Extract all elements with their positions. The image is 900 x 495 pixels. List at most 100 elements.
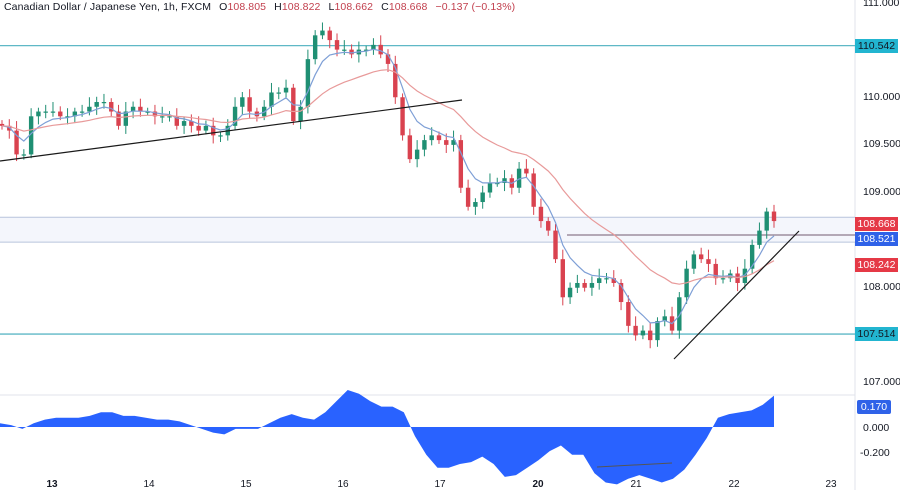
candle-down [109,102,114,112]
candle-up [87,106,92,112]
candle-up [567,287,573,298]
candle-up [589,282,595,288]
candle-down [385,54,391,64]
candle-down [444,140,449,145]
candle-up [764,211,769,231]
divergence-line [596,462,673,468]
oscillator-area [0,390,774,485]
change-value: −0.137 (−0.13%) [435,1,516,13]
candle-up [21,154,27,156]
candle-up [414,149,420,160]
trendline-support-2 [673,230,800,360]
price-axis-label: 110.000 [863,91,900,103]
fast-ma-tag: 108.521 [855,232,898,246]
candle-up [50,111,56,113]
open-value: 108.805 [227,1,267,13]
candle-up [342,49,347,51]
time-axis-label: 20 [532,479,544,490]
candle-down [524,168,529,174]
candle-down [626,302,631,326]
candle-up [145,111,150,113]
candle-up [502,178,507,183]
candle-down [349,49,354,55]
candle-up [43,111,48,113]
candle-up [320,30,325,36]
candle-down [771,211,777,222]
price-axis-label: 111.000 [863,0,900,9]
candle-up [232,106,238,126]
slow-moving-average-line [1,69,775,285]
candle-up [655,321,660,341]
oscillator-value-tag: 0.170 [857,400,891,414]
candle-down [393,63,398,98]
candle-up [363,49,369,51]
candle-down [378,44,383,55]
candle-up [429,135,434,141]
close-label: C [381,1,389,13]
candle-down [152,111,158,117]
candle-up [495,182,500,185]
candle-up [451,140,456,145]
candle-up [130,106,136,112]
close-value: 108.668 [388,1,428,13]
symbol-legend: Canadian Dollar / Japanese Yen, 1h, FXCM… [4,1,515,13]
price-axis-label: 107.000 [863,376,900,388]
open-label: O [219,1,228,13]
candle-up [516,168,522,188]
candle-down [706,259,711,264]
time-axis-label: 22 [728,479,740,490]
symbol-title: Canadian Dollar / Japanese Yen, 1h, FXCM [4,1,212,13]
candle-down [611,278,616,283]
candle-down [58,111,63,117]
candle-down [436,135,442,141]
time-axis-label: 23 [825,479,837,490]
candle-down [138,106,143,112]
candle-up [604,278,609,280]
candle-down [400,97,405,136]
low-label: L [328,1,335,13]
candle-down [407,135,413,160]
candle-down [553,230,558,260]
candle-down [531,173,536,207]
candle-down [647,330,653,341]
candle-up [167,116,172,118]
candle-up [422,140,427,150]
candle-down [618,282,624,303]
candle-up [677,297,682,331]
candle-down [334,40,340,50]
candle-down [560,259,565,298]
candle-down [247,97,252,112]
candle-up [269,92,274,107]
candle-up [240,97,245,107]
candle-up [305,59,311,107]
candle-up [36,111,41,117]
trendline-support-1 [0,99,463,162]
candle-down [633,325,638,336]
slow-ma-tag: 108.242 [855,258,898,272]
candle-up [640,330,646,336]
candle-up [749,244,755,269]
price-axis-label: 109.000 [863,186,900,198]
time-axis-label: 13 [46,479,58,490]
candle-up [94,102,99,107]
price-axis-label: 108.000 [863,281,900,293]
candle-down [0,123,5,126]
low-value: 108.662 [334,1,374,13]
candle-up [160,116,165,118]
candle-up [742,268,748,283]
fast-moving-average-line [1,48,775,325]
candle-down [174,116,179,126]
supply-zone [0,217,855,243]
candle-up [487,182,493,193]
time-axis-label: 14 [143,479,155,490]
time-axis-label: 15 [240,479,252,490]
candle-up [575,282,580,288]
candle-down [458,140,464,188]
candle-up [28,116,34,155]
candle-up [298,106,303,122]
time-axis-label: 21 [630,479,642,490]
high-label: H [274,1,282,13]
candle-up [276,92,281,94]
